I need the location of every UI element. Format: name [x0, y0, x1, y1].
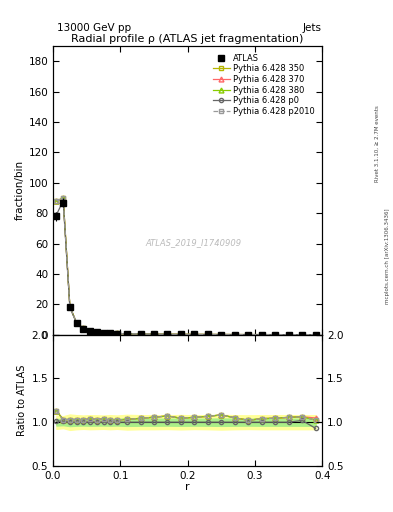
Title: Radial profile ρ (ATLAS jet fragmentation): Radial profile ρ (ATLAS jet fragmentatio… [72, 34, 304, 44]
Y-axis label: fraction/bin: fraction/bin [14, 160, 24, 221]
Text: Jets: Jets [303, 23, 321, 33]
Text: ATLAS_2019_I1740909: ATLAS_2019_I1740909 [145, 238, 241, 247]
Y-axis label: Ratio to ATLAS: Ratio to ATLAS [17, 365, 28, 436]
Legend: ATLAS, Pythia 6.428 350, Pythia 6.428 370, Pythia 6.428 380, Pythia 6.428 p0, Py: ATLAS, Pythia 6.428 350, Pythia 6.428 37… [210, 50, 318, 119]
Text: 13000 GeV pp: 13000 GeV pp [57, 23, 131, 33]
X-axis label: r: r [185, 482, 190, 492]
Text: mcplots.cern.ch [arXiv:1306.3436]: mcplots.cern.ch [arXiv:1306.3436] [385, 208, 389, 304]
Text: Rivet 3.1.10, ≥ 2.7M events: Rivet 3.1.10, ≥ 2.7M events [375, 105, 380, 182]
